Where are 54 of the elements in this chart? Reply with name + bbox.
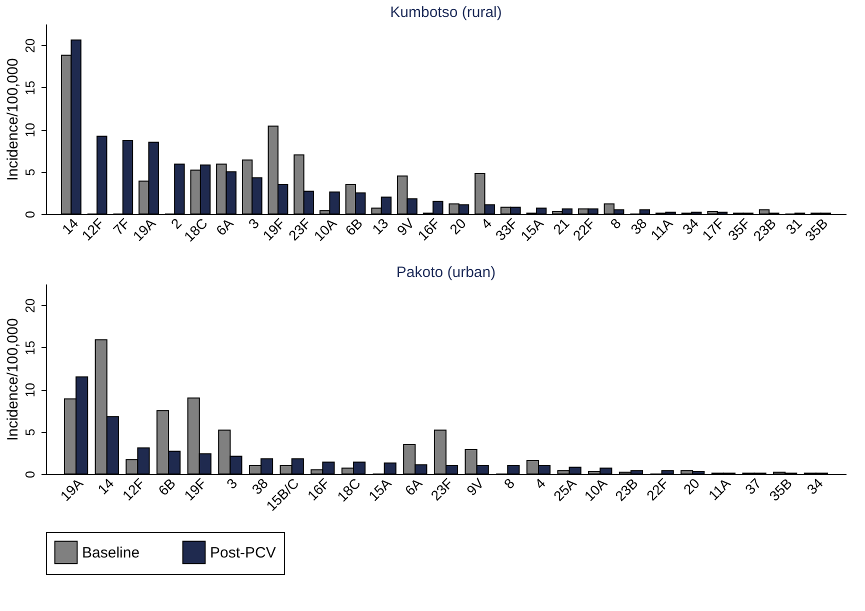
- x-tick-label: 4: [532, 474, 549, 492]
- y-tick-label: 20: [22, 298, 38, 313]
- x-tick-label: 12F: [119, 475, 148, 504]
- x-tick-label: 18C: [334, 475, 364, 505]
- x-tick-label: 8: [500, 474, 518, 492]
- x-tick-label: 6B: [342, 215, 366, 239]
- x-tick-label: 20: [446, 214, 469, 238]
- x-tick-label: 12F: [78, 215, 107, 244]
- x-tick-label: 21: [550, 214, 572, 238]
- x-tick-label: 35B: [766, 475, 796, 504]
- y-axis-title: Incidence/100,000: [4, 318, 22, 441]
- x-tick-label: 34: [804, 474, 826, 498]
- y-tick-label: 10: [22, 382, 38, 398]
- x-tick-label: 20: [680, 474, 703, 498]
- x-tick-label: 6A: [212, 214, 237, 239]
- x-tick-label: 23F: [428, 475, 456, 504]
- x-tick-label: 10A: [581, 474, 610, 504]
- x-tick-label: 4: [478, 214, 495, 232]
- x-tick-label: 11A: [705, 474, 734, 504]
- x-tick-label: 14: [58, 214, 82, 238]
- x-tick-label: 23B: [612, 475, 641, 504]
- x-tick-label: 25A: [550, 474, 580, 504]
- y-tick-label: 0: [22, 210, 38, 218]
- x-tick-label: 3: [223, 474, 240, 492]
- chart-title: Kumbotso (rural): [390, 4, 502, 21]
- x-tick-label: 37: [742, 474, 764, 498]
- x-tick-label: 6B: [155, 475, 178, 499]
- x-tick-label: 22F: [570, 215, 598, 244]
- x-tick-label: 11A: [647, 214, 676, 244]
- x-tick-label: 38: [248, 474, 272, 498]
- y-tick-label: 15: [22, 80, 38, 96]
- x-tick-label: 19A: [57, 474, 86, 504]
- x-tick-label: 19F: [180, 475, 210, 504]
- x-tick-label: 16F: [304, 475, 333, 504]
- y-tick-label: 20: [22, 38, 38, 53]
- legend-label: Post-PCV: [210, 544, 276, 562]
- legend-label: Baseline: [82, 544, 140, 562]
- x-tick-label: 3: [245, 214, 262, 232]
- y-tick-label: 5: [22, 428, 38, 436]
- x-tick-label: 14: [94, 474, 117, 498]
- x-tick-label: 38: [627, 214, 650, 238]
- y-tick-label: 5: [22, 168, 38, 176]
- y-tick-label: 10: [22, 122, 38, 138]
- y-tick-label: 0: [22, 470, 38, 478]
- y-axis-title: Incidence/100,000: [4, 58, 22, 181]
- x-tick-label: 9V: [463, 474, 488, 499]
- x-tick-label: 19F: [260, 215, 288, 244]
- x-tick-label: 22F: [643, 475, 672, 504]
- x-tick-label: 13: [368, 214, 392, 238]
- x-tick-label: 8: [607, 214, 624, 232]
- x-tick-label: 6A: [402, 474, 426, 499]
- y-tick-label: 15: [22, 340, 38, 356]
- x-tick-label: 15A: [365, 474, 395, 504]
- chart-title: Pakoto (urban): [396, 264, 496, 281]
